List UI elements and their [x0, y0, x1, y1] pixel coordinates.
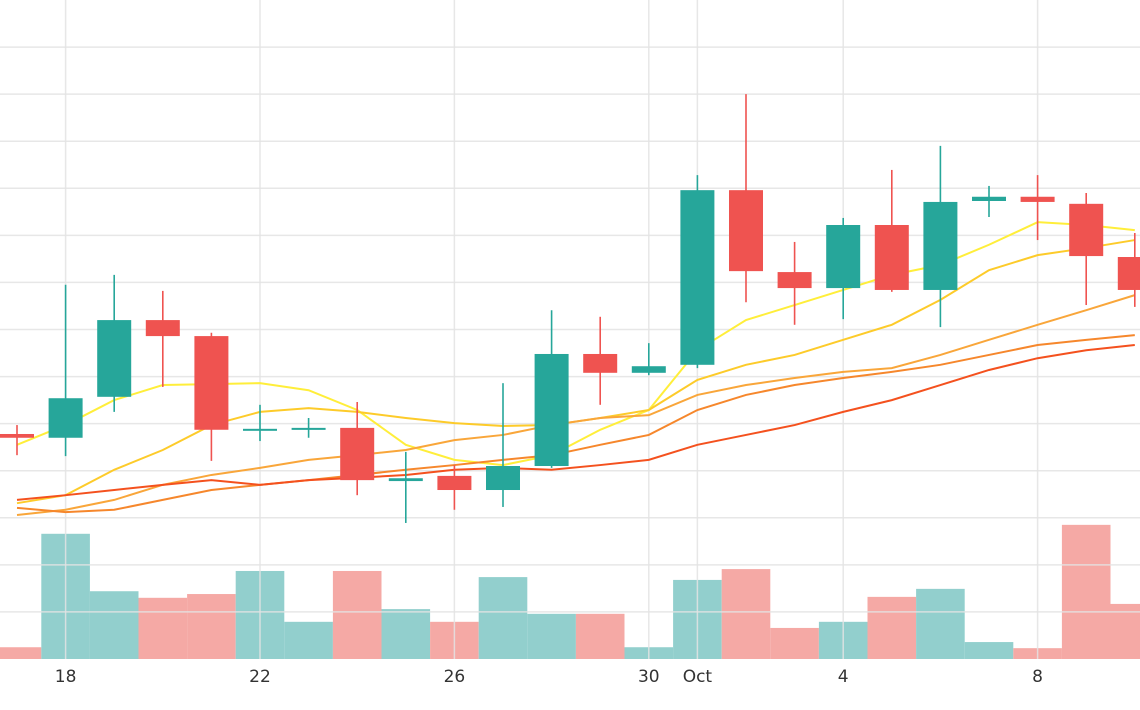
candle-body	[486, 466, 520, 491]
volume-bar	[721, 569, 771, 659]
moving-average-line	[16, 221, 1135, 467]
x-tick-label: 18	[55, 667, 77, 687]
moving-average-line	[16, 239, 1135, 505]
candle-body	[48, 398, 83, 438]
candle-body	[826, 225, 861, 289]
candle-body	[97, 320, 132, 397]
volume-bar	[527, 613, 576, 659]
volume-bar	[1110, 603, 1140, 659]
candle-body	[145, 320, 180, 337]
volume-bar	[0, 647, 42, 659]
moving-average-line	[16, 334, 1135, 514]
candle-body	[0, 433, 34, 438]
candle-body	[243, 428, 277, 431]
volume-bar	[770, 627, 819, 659]
candle-body	[923, 201, 958, 290]
x-tick-label: 4	[838, 667, 849, 687]
x-tick-label: 26	[444, 667, 466, 687]
candle-body	[583, 353, 618, 373]
volume-bar	[867, 596, 917, 659]
candle-body	[291, 427, 326, 430]
candle-body	[1020, 196, 1055, 202]
candle-body	[874, 225, 909, 290]
candle-body	[194, 336, 229, 430]
volume-bar	[478, 577, 528, 659]
candle-body	[680, 190, 715, 365]
moving-average-line	[16, 294, 1136, 516]
candle-body	[340, 427, 375, 481]
candle-body	[437, 475, 472, 491]
x-tick-label: 22	[249, 667, 271, 687]
volume-bar	[381, 609, 431, 659]
candle-body	[972, 196, 1006, 201]
candle-body	[388, 478, 423, 482]
volume-bar	[575, 613, 625, 659]
moving-average-line	[16, 344, 1135, 501]
candle-body	[729, 190, 763, 272]
x-tick-label: Oct	[683, 667, 713, 687]
volume-bar	[284, 621, 333, 659]
volume-bar	[89, 591, 139, 659]
x-tick-label: 30	[638, 667, 660, 687]
volume-bar	[138, 597, 188, 659]
volume-bar	[1061, 524, 1111, 659]
x-tick-label: 8	[1032, 667, 1043, 687]
volume-bar	[187, 594, 236, 659]
candle-body	[1069, 203, 1104, 257]
candle-body	[777, 272, 812, 289]
candle-body	[631, 366, 666, 373]
volume-bar	[916, 588, 965, 659]
candle-body	[1117, 257, 1140, 290]
candle-body	[534, 353, 569, 467]
volume-bar	[964, 642, 1014, 659]
volume-bar	[332, 570, 382, 659]
